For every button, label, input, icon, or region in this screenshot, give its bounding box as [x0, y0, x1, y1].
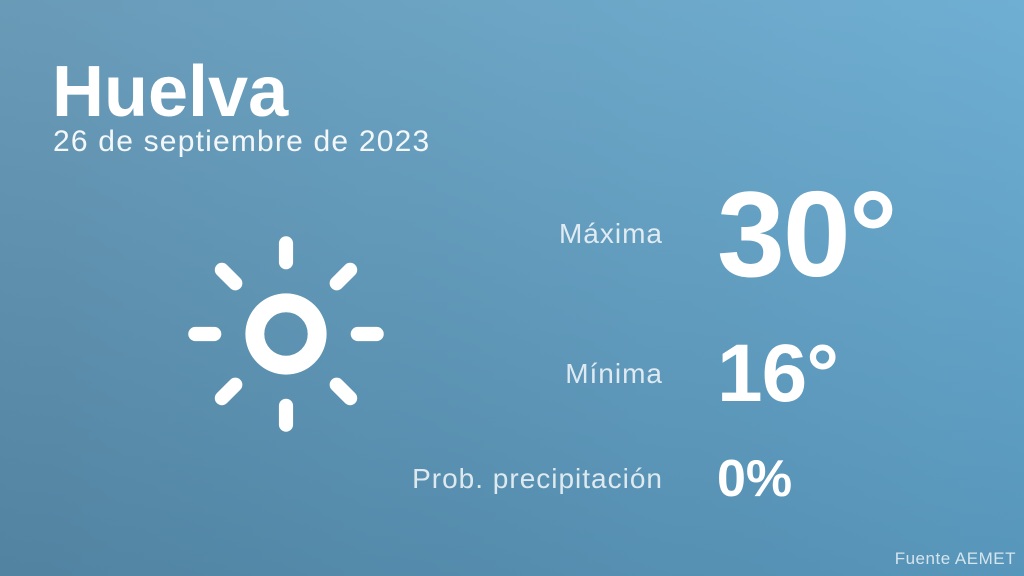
max-temp-row: Máxima 30°	[0, 164, 1024, 304]
precipitation-label: Prob. precipitación	[412, 463, 663, 494]
min-temp-label: Mínima	[565, 358, 663, 389]
max-temp-value: 30°	[717, 166, 897, 302]
max-temp-label: Máxima	[558, 218, 663, 249]
precipitation-value: 0%	[717, 450, 793, 508]
page-title: Huelva	[52, 52, 289, 132]
min-temp-value: 16°	[717, 328, 839, 419]
precipitation-row: Prob. precipitación 0%	[0, 432, 1024, 526]
source-attribution: Fuente AEMET	[894, 549, 1016, 568]
min-temp-row: Mínima 16°	[0, 310, 1024, 438]
sun-icon	[188, 236, 384, 432]
date-subtitle: 26 de septiembre de 2023	[53, 125, 431, 158]
